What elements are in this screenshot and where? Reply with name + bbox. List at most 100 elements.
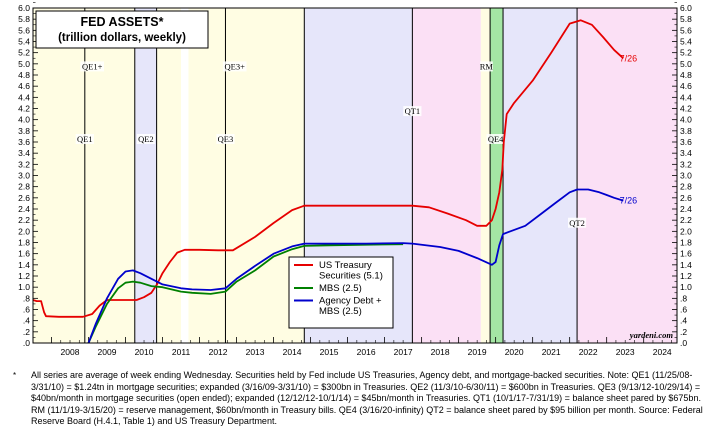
y-tick-label-right: .6 bbox=[680, 305, 687, 315]
x-tick-label: 2013 bbox=[246, 347, 265, 357]
y-tick-label-left: .2 bbox=[23, 327, 30, 337]
y-tick-label-left: 5.8 bbox=[18, 14, 30, 24]
period-band-4 bbox=[181, 8, 189, 343]
y-tick-label-right: .2 bbox=[680, 327, 687, 337]
x-tick-label: 2015 bbox=[320, 347, 339, 357]
period-band-5 bbox=[188, 8, 226, 343]
y-tick-label-left: 3.0 bbox=[18, 171, 30, 181]
x-tick-label: 2020 bbox=[505, 347, 524, 357]
y-tick-label-right: 1.0 bbox=[680, 282, 692, 292]
y-tick-label-left: 4.6 bbox=[18, 81, 30, 91]
y-tick-label-right: .0 bbox=[680, 338, 687, 348]
period-band-11 bbox=[503, 8, 578, 343]
period-band-9 bbox=[480, 8, 491, 343]
period-band-10 bbox=[490, 8, 504, 343]
y-tick-label-right: 5.4 bbox=[680, 37, 692, 47]
y-tick-label-left: 3.2 bbox=[18, 159, 30, 169]
period-label-qt1: QT1 bbox=[405, 106, 421, 116]
y-tick-label-right: 1.4 bbox=[680, 260, 692, 270]
y-tick-label-left: 1.0 bbox=[18, 282, 30, 292]
x-tick-label: 2024 bbox=[653, 347, 672, 357]
y-tick-label-left: 2.6 bbox=[18, 193, 30, 203]
x-tick-label: 2017 bbox=[394, 347, 413, 357]
y-tick-label-left: 6.0 bbox=[18, 3, 30, 13]
y-tick-label-left: 2.4 bbox=[18, 204, 30, 214]
y-tick-label-right: 4.8 bbox=[680, 70, 692, 80]
legend-entry-2: Agency Debt + MBS (2.5) bbox=[319, 296, 382, 318]
end-label-0: 7/26 bbox=[620, 53, 638, 63]
y-tick-label-right: 2.8 bbox=[680, 182, 692, 192]
x-tick-label: 2016 bbox=[357, 347, 376, 357]
legend-entry-0: US Treasury Securities (5.1) bbox=[319, 260, 383, 282]
period-band-0 bbox=[33, 8, 85, 343]
x-tick-label: 2012 bbox=[209, 347, 228, 357]
legend-box bbox=[288, 256, 394, 329]
y-tick-label-right: 2.2 bbox=[680, 215, 692, 225]
y-tick-label-left: 2.2 bbox=[18, 215, 30, 225]
series-line-2 bbox=[87, 188, 624, 344]
fed-assets-chart: .0.0.2.2.4.4.6.6.8.81.0 1.01.2 1.21.4 1.41.… bbox=[18, 2, 692, 357]
period-label-bg bbox=[567, 217, 587, 228]
end-label-1: 7/26 bbox=[620, 196, 638, 206]
y-tick-label-left: 3.4 bbox=[18, 148, 30, 158]
x-tick-label: 2014 bbox=[283, 347, 302, 357]
y-tick-label-left: 5.2 bbox=[18, 48, 30, 58]
y-tick-label-left: 1.6 bbox=[18, 249, 30, 259]
y-tick-label-left: 2.0 bbox=[18, 226, 30, 236]
period-label-bg bbox=[486, 134, 505, 144]
y-tick-label-right: 5.2 bbox=[680, 48, 692, 58]
y-tick-label-right: .8 bbox=[680, 293, 687, 303]
y-tick-label-right: 5.0 bbox=[680, 59, 692, 69]
period-label-rm: RM bbox=[480, 61, 494, 71]
y-tick-label-right: 3.6 bbox=[680, 137, 692, 147]
y-tick-label-left: 4.4 bbox=[18, 92, 30, 102]
x-tick-label: 2022 bbox=[579, 347, 598, 357]
y-tick-label-right: 1.6 bbox=[680, 249, 692, 259]
y-tick-label-left: 5.0 bbox=[18, 59, 30, 69]
legend-entry-1: MBS (2.5) bbox=[319, 283, 362, 294]
period-label-bg bbox=[75, 134, 94, 144]
period-band-8 bbox=[412, 8, 481, 343]
series-line-0 bbox=[32, 19, 624, 318]
y-tick-label-right: 6.0 bbox=[680, 3, 692, 13]
period-band-2 bbox=[134, 8, 157, 343]
period-label-bg bbox=[222, 61, 247, 72]
y-tick-label-right: 5.6 bbox=[680, 25, 692, 35]
period-label-qe3-plus: QE3+ bbox=[225, 61, 246, 71]
y-tick-label-left: .4 bbox=[23, 316, 30, 326]
x-tick-label: 2018 bbox=[431, 347, 450, 357]
period-label-qe3: QE3 bbox=[218, 134, 234, 144]
y-tick-label-left: 3.8 bbox=[18, 126, 30, 136]
y-tick-label-right: 1.2 bbox=[680, 271, 692, 281]
y-tick-label-left: .8 bbox=[23, 293, 30, 303]
period-label-qt2: QT2 bbox=[569, 218, 585, 228]
x-tick-label: 2021 bbox=[542, 347, 561, 357]
chart-title: FED ASSETS* bbox=[81, 15, 164, 29]
footnote-marker: * bbox=[13, 371, 17, 380]
y-tick-label-left: 5.4 bbox=[18, 37, 30, 47]
y-tick-label-right: .4 bbox=[680, 316, 687, 326]
period-label-qe4: QE4 bbox=[488, 134, 504, 144]
title-box bbox=[35, 10, 209, 49]
x-tick-label: 2019 bbox=[468, 347, 487, 357]
period-label-bg bbox=[403, 106, 422, 117]
footnote-text: All series are average of week ending We… bbox=[31, 370, 703, 427]
period-label-bg bbox=[216, 134, 235, 144]
x-tick-label: 2010 bbox=[135, 347, 154, 357]
y-tick-label-left: .0 bbox=[23, 338, 30, 348]
y-tick-label-right: 4.4 bbox=[680, 92, 692, 102]
y-tick-label-left: 4.8 bbox=[18, 70, 30, 80]
y-tick-label-left: 5.6 bbox=[18, 25, 30, 35]
period-label-bg bbox=[479, 61, 493, 72]
watermark: yardeni.com bbox=[629, 330, 674, 340]
y-tick-label-left: 2.8 bbox=[18, 182, 30, 192]
y-tick-label-left: 1.8 bbox=[18, 238, 30, 248]
y-tick-label-left: 1.4 bbox=[18, 260, 30, 270]
y-tick-label-right: 1.8 bbox=[680, 238, 692, 248]
y-tick-label-left: 4.2 bbox=[18, 104, 30, 114]
y-tick-label-right: 4.2 bbox=[680, 104, 692, 114]
x-tick-label: 2008 bbox=[61, 347, 80, 357]
y-tick-label-right: 4.6 bbox=[680, 81, 692, 91]
y-tick-label-right: 4.0 bbox=[680, 115, 692, 125]
period-band-12 bbox=[577, 8, 677, 343]
